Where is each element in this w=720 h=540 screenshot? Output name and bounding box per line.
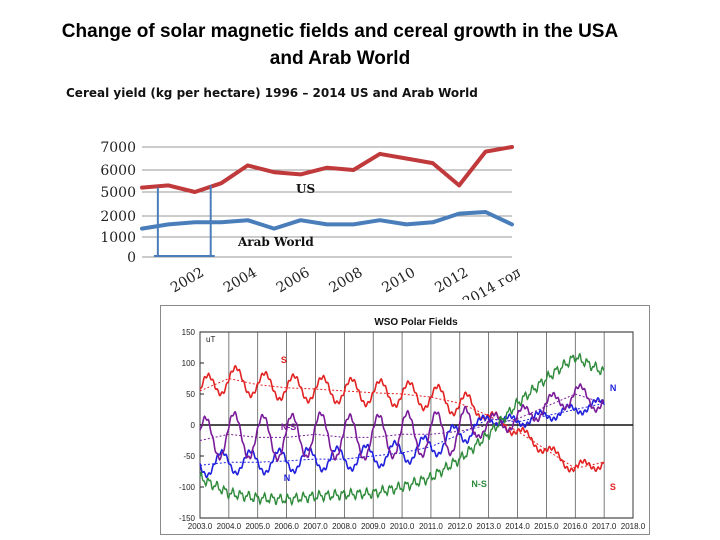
x-tick-label: 2007.0 (303, 522, 328, 531)
series-annotation-label: N-S (281, 422, 297, 432)
series-line-n (199, 397, 605, 479)
y-tick-label: 0 (191, 421, 196, 430)
x-tick-label: 2017.0 (592, 522, 617, 531)
x-tick-label: 2012 (432, 265, 471, 297)
y-tick-label: 1000 (100, 230, 136, 246)
x-tick-label: 2010 (379, 265, 418, 297)
series-annotation-label: N (284, 473, 291, 483)
series-annotation-label: S (610, 482, 616, 492)
x-tick-label: 2014.0 (505, 522, 530, 531)
y-tick-label: 6000 (100, 163, 136, 179)
series-annotation-label: S (281, 355, 287, 365)
y-tick-label: 5000 (100, 185, 136, 201)
x-tick-label: 2005.0 (245, 522, 270, 531)
x-tick-label: 2010.0 (390, 522, 415, 531)
x-tick-label: 2008 (327, 265, 366, 297)
x-tick-label: 2015.0 (534, 522, 559, 531)
slide-title: Change of solar magnetic fields and cere… (0, 18, 680, 72)
y-tick-label: 150 (182, 328, 196, 337)
y-tick-label: 50 (186, 390, 195, 399)
cereal-yield-chart: 0 1000 2000 5000 6000 7000 2002 2004 2006 2008 201… (100, 140, 520, 300)
chart-title: WSO Polar Fields (374, 317, 458, 328)
x-tick-label: 2012.0 (448, 522, 473, 531)
y-tick-label: 2000 (100, 209, 136, 225)
smoothed-line-n-s (199, 393, 605, 441)
y-tick-label: 100 (182, 359, 196, 368)
series-line-n-s-smoothed (199, 352, 605, 507)
x-tick-label: 2002 (168, 265, 207, 297)
y-axis-label: uT (206, 335, 215, 344)
chart-frame (160, 305, 650, 535)
series-line-n-s (199, 383, 605, 463)
x-tick-label: 2018.0 (621, 522, 646, 531)
x-tick-label: 2013.0 (476, 522, 501, 531)
series-line-arab-world (140, 210, 514, 231)
smoothed-line-n (199, 402, 605, 466)
x-tick-label: 2008.0 (332, 522, 357, 531)
y-tick-label: -150 (179, 514, 196, 523)
x-tick-label: 2014 год (460, 264, 520, 300)
y-tick-label: -50 (183, 452, 195, 461)
x-tick-label: 2004 (221, 265, 260, 297)
series-annotation-label: N-S (471, 479, 487, 489)
series-label-us: US (296, 182, 315, 196)
x-tick-label: 2006 (274, 265, 313, 297)
series-label-arab-world: Arab World (237, 235, 314, 249)
x-tick-label: 2004.0 (217, 522, 242, 531)
series-line-us (140, 145, 514, 194)
y-tick-label: 7000 (100, 140, 136, 156)
slide-title-line-2: and Arab World (269, 48, 411, 69)
smoothed-line-s (199, 377, 605, 469)
x-tick-label: 2003.0 (188, 522, 213, 531)
x-tick-label: 2016.0 (563, 522, 588, 531)
y-tick-label: -100 (179, 483, 196, 492)
series-line-s (199, 364, 605, 473)
y-tick-label: 0 (127, 250, 136, 266)
series-annotation-label: N (610, 383, 617, 393)
x-tick-label: 2009.0 (361, 522, 386, 531)
slide-title-line-1: Change of solar magnetic fields and cere… (61, 21, 619, 42)
x-tick-label: 2011.0 (419, 522, 443, 531)
x-tick-label: 2006.0 (274, 522, 299, 531)
cereal-chart-title: Cereal yield (kg per hectare) 1996 – 201… (66, 86, 478, 100)
wso-polar-fields-chart: WSO Polar Fields 2003.0 2004.0 2005.0 2006.0… (160, 305, 650, 535)
